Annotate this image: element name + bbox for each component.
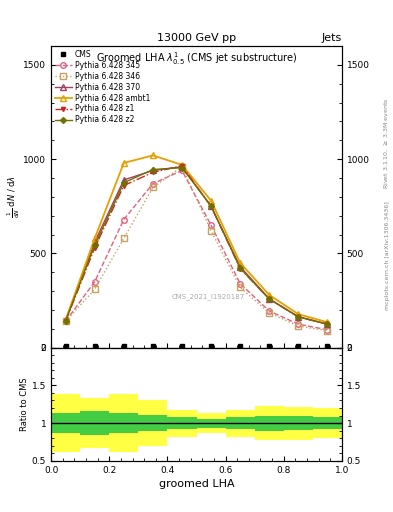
Pythia 6.428 z2	[121, 180, 126, 186]
Pythia 6.428 370	[121, 177, 126, 183]
Pythia 6.428 370	[209, 203, 213, 209]
Line: Pythia 6.428 345: Pythia 6.428 345	[63, 168, 330, 333]
Y-axis label: Ratio to CMS: Ratio to CMS	[20, 377, 29, 431]
Pythia 6.428 z1	[92, 245, 97, 251]
Pythia 6.428 ambt1	[180, 162, 184, 168]
CMS	[296, 343, 301, 349]
CMS	[325, 343, 330, 349]
Pythia 6.428 345	[121, 217, 126, 223]
Pythia 6.428 345	[92, 279, 97, 285]
Line: Pythia 6.428 ambt1: Pythia 6.428 ambt1	[63, 153, 330, 325]
Pythia 6.428 370	[238, 264, 242, 270]
Y-axis label: $\frac{1}{\mathrm{d}N}$ $\mathrm{d}N$ / $\mathrm{d}\lambda$: $\frac{1}{\mathrm{d}N}$ $\mathrm{d}N$ / …	[6, 176, 22, 218]
Text: CMS_2021_I1920187: CMS_2021_I1920187	[171, 293, 245, 300]
Pythia 6.428 z1	[121, 182, 126, 188]
Pythia 6.428 z2	[92, 242, 97, 248]
Pythia 6.428 346	[209, 228, 213, 234]
Pythia 6.428 346	[63, 318, 68, 325]
Pythia 6.428 346	[92, 286, 97, 292]
Pythia 6.428 z2	[267, 296, 272, 302]
Pythia 6.428 ambt1	[209, 198, 213, 204]
CMS	[267, 343, 272, 349]
Pythia 6.428 345	[325, 327, 330, 333]
Pythia 6.428 345	[180, 167, 184, 174]
Line: CMS: CMS	[63, 344, 330, 349]
Pythia 6.428 z2	[238, 265, 242, 271]
Pythia 6.428 z1	[238, 265, 242, 271]
Pythia 6.428 z2	[151, 166, 155, 173]
CMS	[92, 343, 97, 349]
Pythia 6.428 346	[151, 184, 155, 190]
Pythia 6.428 z1	[63, 318, 68, 325]
Pythia 6.428 ambt1	[296, 311, 301, 317]
Text: mcplots.cern.ch [arXiv:1306.3436]: mcplots.cern.ch [arXiv:1306.3436]	[385, 202, 390, 310]
Pythia 6.428 346	[180, 164, 184, 170]
Pythia 6.428 370	[325, 321, 330, 327]
Pythia 6.428 370	[92, 239, 97, 245]
CMS	[238, 343, 242, 349]
Pythia 6.428 ambt1	[151, 153, 155, 159]
Pythia 6.428 z1	[296, 314, 301, 320]
Pythia 6.428 ambt1	[267, 292, 272, 298]
Line: Pythia 6.428 z1: Pythia 6.428 z1	[64, 164, 329, 326]
Pythia 6.428 370	[267, 295, 272, 302]
Pythia 6.428 370	[151, 167, 155, 174]
Pythia 6.428 345	[296, 321, 301, 327]
CMS	[209, 343, 213, 349]
Line: Pythia 6.428 370: Pythia 6.428 370	[63, 164, 330, 327]
Pythia 6.428 345	[151, 181, 155, 187]
Pythia 6.428 z1	[267, 296, 272, 302]
Pythia 6.428 ambt1	[238, 260, 242, 266]
Pythia 6.428 z1	[151, 169, 155, 176]
Pythia 6.428 346	[267, 310, 272, 316]
Pythia 6.428 ambt1	[325, 319, 330, 325]
Pythia 6.428 346	[238, 284, 242, 290]
Pythia 6.428 345	[267, 308, 272, 314]
Pythia 6.428 346	[121, 236, 126, 242]
Pythia 6.428 345	[209, 222, 213, 228]
Text: Groomed LHA $\lambda^{1}_{0.5}$ (CMS jet substructure): Groomed LHA $\lambda^{1}_{0.5}$ (CMS jet…	[96, 51, 297, 68]
Text: 13000 GeV pp: 13000 GeV pp	[157, 33, 236, 44]
CMS	[121, 343, 126, 349]
Text: Jets: Jets	[321, 33, 342, 44]
Pythia 6.428 345	[238, 281, 242, 287]
Pythia 6.428 z2	[63, 317, 68, 324]
CMS	[180, 343, 184, 349]
Line: Pythia 6.428 z2: Pythia 6.428 z2	[64, 165, 329, 326]
Pythia 6.428 ambt1	[92, 236, 97, 242]
CMS	[63, 343, 68, 349]
X-axis label: groomed LHA: groomed LHA	[159, 479, 234, 489]
Pythia 6.428 z1	[325, 321, 330, 327]
Pythia 6.428 346	[296, 323, 301, 329]
Pythia 6.428 z2	[325, 321, 330, 327]
Line: Pythia 6.428 346: Pythia 6.428 346	[63, 164, 330, 333]
Pythia 6.428 z2	[180, 164, 184, 170]
Pythia 6.428 370	[180, 164, 184, 170]
Pythia 6.428 z1	[209, 203, 213, 209]
Pythia 6.428 345	[63, 318, 68, 325]
Text: Rivet 3.1.10, $\geq$ 3.3M events: Rivet 3.1.10, $\geq$ 3.3M events	[383, 98, 390, 189]
Pythia 6.428 z1	[180, 163, 184, 169]
Legend: CMS, Pythia 6.428 345, Pythia 6.428 346, Pythia 6.428 370, Pythia 6.428 ambt1, P: CMS, Pythia 6.428 345, Pythia 6.428 346,…	[53, 48, 152, 126]
Pythia 6.428 370	[296, 313, 301, 319]
Pythia 6.428 ambt1	[121, 160, 126, 166]
Pythia 6.428 346	[325, 328, 330, 334]
Pythia 6.428 z2	[296, 314, 301, 320]
Pythia 6.428 ambt1	[63, 317, 68, 323]
Pythia 6.428 z2	[209, 203, 213, 209]
Pythia 6.428 370	[63, 317, 68, 324]
CMS	[151, 343, 155, 349]
